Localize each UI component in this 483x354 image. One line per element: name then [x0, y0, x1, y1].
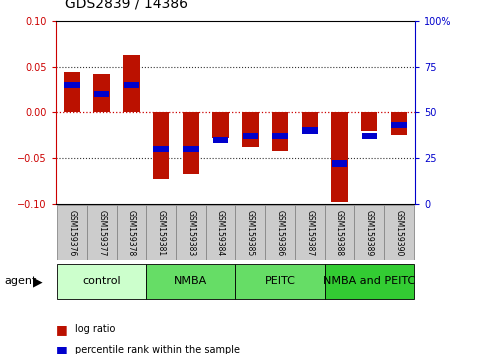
Bar: [355, 205, 384, 260]
Text: ▶: ▶: [33, 275, 43, 288]
Bar: [64, 72, 80, 113]
Bar: [213, 113, 229, 138]
Bar: [57, 264, 146, 299]
Bar: [57, 205, 87, 260]
Text: log ratio: log ratio: [75, 324, 115, 334]
Bar: [391, 122, 407, 129]
Bar: [153, 113, 170, 179]
Bar: [64, 82, 80, 88]
Text: GSM159381: GSM159381: [156, 210, 166, 256]
Bar: [183, 113, 199, 175]
Bar: [384, 205, 414, 260]
Text: GSM159377: GSM159377: [97, 210, 106, 256]
Text: GSM159387: GSM159387: [305, 210, 314, 256]
Text: GDS2839 / 14386: GDS2839 / 14386: [65, 0, 188, 11]
Text: GSM159388: GSM159388: [335, 210, 344, 256]
Bar: [87, 205, 116, 260]
Bar: [146, 205, 176, 260]
Bar: [94, 74, 110, 113]
Bar: [361, 133, 377, 139]
Text: GSM159378: GSM159378: [127, 210, 136, 256]
Bar: [213, 137, 228, 143]
Text: control: control: [82, 276, 121, 286]
Bar: [236, 205, 265, 260]
Bar: [272, 133, 288, 139]
Bar: [183, 145, 199, 152]
Bar: [331, 113, 348, 202]
Text: GSM159385: GSM159385: [246, 210, 255, 256]
Bar: [325, 264, 414, 299]
Text: GSM159390: GSM159390: [395, 210, 403, 256]
Bar: [265, 205, 295, 260]
Bar: [325, 205, 355, 260]
Bar: [295, 205, 325, 260]
Bar: [124, 82, 139, 88]
Text: GSM159376: GSM159376: [68, 210, 76, 256]
Bar: [332, 160, 347, 167]
Bar: [123, 55, 140, 113]
Text: GSM159384: GSM159384: [216, 210, 225, 256]
Text: PEITC: PEITC: [265, 276, 296, 286]
Text: NMBA: NMBA: [174, 276, 208, 286]
Text: percentile rank within the sample: percentile rank within the sample: [75, 346, 240, 354]
Bar: [236, 264, 325, 299]
Bar: [302, 127, 318, 134]
Bar: [206, 205, 236, 260]
Text: GSM159386: GSM159386: [276, 210, 284, 256]
Bar: [301, 113, 318, 132]
Text: agent: agent: [5, 276, 37, 286]
Bar: [176, 205, 206, 260]
Bar: [146, 264, 236, 299]
Bar: [361, 113, 377, 131]
Text: GSM159389: GSM159389: [365, 210, 374, 256]
Bar: [153, 145, 169, 152]
Bar: [116, 205, 146, 260]
Text: GSM159383: GSM159383: [186, 210, 195, 256]
Bar: [391, 113, 407, 135]
Bar: [242, 133, 258, 139]
Text: ■: ■: [56, 323, 67, 336]
Bar: [242, 113, 258, 147]
Text: NMBA and PEITC: NMBA and PEITC: [323, 276, 415, 286]
Text: ■: ■: [56, 344, 67, 354]
Bar: [94, 91, 110, 97]
Bar: [272, 113, 288, 151]
